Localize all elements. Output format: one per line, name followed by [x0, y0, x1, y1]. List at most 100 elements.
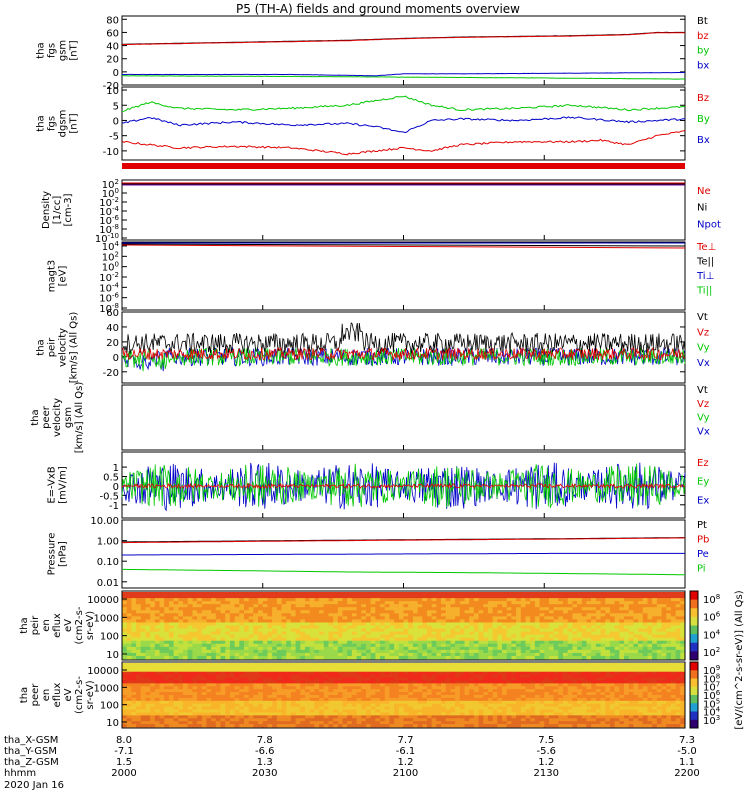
spectrogram-cell	[511, 616, 516, 619]
spectrogram-cell	[160, 680, 165, 683]
spectrogram-cell	[422, 632, 427, 635]
spectrogram-cell	[155, 698, 160, 701]
spectrogram-cell	[572, 701, 577, 704]
spectrogram-cell	[272, 656, 277, 659]
spectrogram-cell	[525, 607, 530, 610]
spectrogram-cell	[296, 701, 301, 704]
spectrogram-cell	[469, 626, 474, 629]
spectrogram-cell	[361, 710, 366, 713]
spectrogram-cell	[310, 595, 315, 598]
spectrogram-cell	[188, 598, 193, 601]
spectrogram-cell	[352, 675, 357, 678]
spectrogram-cell	[544, 629, 549, 632]
spectrogram-cell	[647, 641, 652, 644]
spectrogram-cell	[230, 698, 235, 701]
spectrogram-cell	[324, 672, 329, 675]
spectrogram-cell	[652, 692, 657, 695]
spectrogram-cell	[183, 647, 188, 650]
spectrogram-cell	[371, 622, 376, 625]
y-axis-label: [mV/m]	[58, 466, 69, 504]
spectrogram-cell	[464, 689, 469, 692]
spectrogram-cell	[188, 626, 193, 629]
spectrogram-cell	[638, 686, 643, 689]
spectrogram-cell	[507, 678, 512, 681]
y-axis-label: eflux	[52, 613, 63, 638]
spectrogram-cell	[479, 629, 484, 632]
spectrogram-cell	[601, 686, 606, 689]
spectrogram-cell	[577, 622, 582, 625]
spectrogram-cell	[516, 669, 521, 672]
spectrogram-cell	[361, 607, 366, 610]
spectrogram-cell	[277, 666, 282, 669]
spectrogram-cell	[230, 638, 235, 641]
spectrogram-cell	[441, 604, 446, 607]
spectrogram-cell	[277, 710, 282, 713]
spectrogram-cell	[145, 680, 150, 683]
spectrogram-cell	[568, 641, 573, 644]
spectrogram-cell	[178, 666, 183, 669]
spectrogram-cell	[296, 601, 301, 604]
spectrogram-cell	[253, 629, 258, 632]
spectrogram-cell	[638, 704, 643, 707]
spectrogram-cell	[568, 626, 573, 629]
spectrogram-cell	[174, 701, 179, 704]
spectrogram-cell	[676, 663, 681, 666]
spectrogram-cell	[361, 641, 366, 644]
spectrogram-cell	[145, 704, 150, 707]
spectrogram-cell	[676, 604, 681, 607]
spectrogram-cell	[235, 683, 240, 686]
spectrogram-cell	[202, 686, 207, 689]
spectrogram-cell	[174, 638, 179, 641]
spectrogram-cell	[206, 656, 211, 659]
spectrogram-cell	[399, 613, 404, 616]
spectrogram-cell	[202, 641, 207, 644]
spectrogram-cell	[235, 707, 240, 710]
spectrogram-cell	[657, 619, 662, 622]
spectrogram-cell	[192, 704, 197, 707]
spectrogram-cell	[446, 644, 451, 647]
spectrogram-cell	[493, 592, 498, 595]
spectrogram-cell	[258, 604, 263, 607]
spectrogram-cell	[624, 698, 629, 701]
spectrogram-cell	[296, 619, 301, 622]
spectrogram-cell	[629, 669, 634, 672]
spectrogram-cell	[586, 595, 591, 598]
spectrogram-cell	[258, 607, 263, 610]
spectrogram-cell	[216, 653, 221, 656]
spectrogram-cell	[516, 707, 521, 710]
spectrogram-cell	[366, 675, 371, 678]
spectrogram-cell	[629, 689, 634, 692]
spectrogram-cell	[591, 610, 596, 613]
spectrogram-cell	[216, 678, 221, 681]
spectrogram-cell	[483, 641, 488, 644]
spectrogram-cell	[676, 698, 681, 701]
spectrogram-cell	[591, 598, 596, 601]
spectrogram-cell	[155, 638, 160, 641]
spectrogram-cell	[624, 650, 629, 653]
spectrogram-cell	[404, 635, 409, 638]
spectrogram-cell	[666, 629, 671, 632]
spectrogram-cell	[385, 607, 390, 610]
spectrogram-cell	[366, 607, 371, 610]
spectrogram-cell	[530, 701, 535, 704]
spectrogram-cell	[164, 626, 169, 629]
spectrogram-cell	[483, 669, 488, 672]
spectrogram-cell	[324, 656, 329, 659]
spectrogram-cell	[633, 610, 638, 613]
spectrogram-cell	[427, 710, 432, 713]
spectrogram-cell	[633, 672, 638, 675]
spectrogram-cell	[310, 672, 315, 675]
spectrogram-cell	[235, 601, 240, 604]
spectrogram-cell	[314, 601, 319, 604]
spectrogram-cell	[375, 672, 380, 675]
spectrogram-cell	[464, 686, 469, 689]
spectrogram-cell	[601, 653, 606, 656]
spectrogram-cell	[389, 622, 394, 625]
spectrogram-cell	[577, 647, 582, 650]
spectrogram-cell	[371, 683, 376, 686]
spectrogram-cell	[141, 701, 146, 704]
spectrogram-cell	[244, 678, 249, 681]
spectrogram-cell	[127, 604, 132, 607]
spectrogram-cell	[357, 638, 362, 641]
spectrogram-cell	[389, 656, 394, 659]
